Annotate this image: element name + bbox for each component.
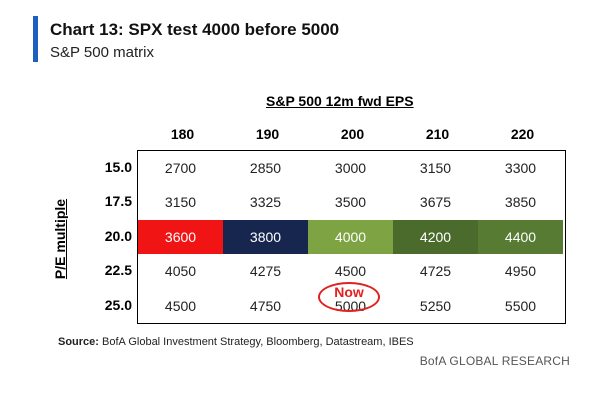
row-header-25.0: 25.0 [104, 296, 132, 313]
matrix-cell: 5500 [504, 297, 537, 314]
matrix-cell: 3300 [504, 160, 537, 176]
column-header-200: 200 [340, 126, 365, 142]
matrix-border [137, 150, 566, 324]
column-header-220: 220 [510, 126, 535, 142]
row-header-20.0: 20.0 [104, 227, 132, 244]
column-header-180: 180 [170, 126, 195, 142]
chart-subtitle: S&P 500 matrix [50, 44, 154, 61]
matrix-cell: 4050 [164, 263, 197, 280]
matrix-cell: 2700 [164, 160, 197, 176]
matrix-cell: 3000 [334, 160, 367, 176]
matrix-cell: 4725 [419, 263, 452, 280]
matrix-cell: 4200 [393, 219, 478, 254]
matrix-cell: 4750 [249, 297, 282, 314]
matrix-cell: 3850 [504, 194, 537, 211]
column-header-190: 190 [255, 126, 280, 142]
column-axis-title: S&P 500 12m fwd EPS [266, 93, 414, 109]
matrix-cell: 3675 [419, 194, 452, 211]
matrix-cell: 4400 [478, 219, 563, 254]
matrix-cell: 3150 [164, 194, 197, 211]
title-accent-bar [33, 16, 38, 62]
matrix-cell: 5250 [419, 297, 452, 314]
matrix-cell: 4500 [164, 297, 197, 314]
now-annotation-ellipse [318, 282, 380, 312]
row-header-15.0: 15.0 [104, 159, 132, 175]
source-note: Source: BofA Global Investment Strategy,… [58, 336, 414, 348]
row-axis-title: P/E multiple [52, 198, 68, 280]
matrix-cell: 3150 [419, 160, 452, 176]
matrix-cell: 3325 [249, 194, 282, 211]
source-label: Source: [58, 336, 99, 348]
matrix-cell: 3800 [223, 219, 308, 254]
brand-label: BofA GLOBAL RESEARCH [419, 354, 570, 368]
matrix-cell: 4000 [308, 219, 393, 254]
matrix-cell: 3500 [334, 194, 367, 211]
source-text: BofA Global Investment Strategy, Bloombe… [102, 336, 414, 348]
matrix-cell: 2850 [249, 160, 282, 176]
now-annotation-label: Now [334, 284, 364, 300]
chart-title: Chart 13: SPX test 4000 before 5000 [50, 20, 340, 39]
column-header-210: 210 [425, 126, 450, 142]
matrix-cell: 3600 [138, 219, 223, 254]
matrix-cell: 4275 [249, 263, 282, 280]
matrix-cell: 4950 [504, 263, 537, 280]
matrix-cell: 4500 [334, 263, 367, 280]
row-header-22.5: 22.5 [104, 262, 132, 279]
row-header-17.5: 17.5 [104, 193, 132, 210]
